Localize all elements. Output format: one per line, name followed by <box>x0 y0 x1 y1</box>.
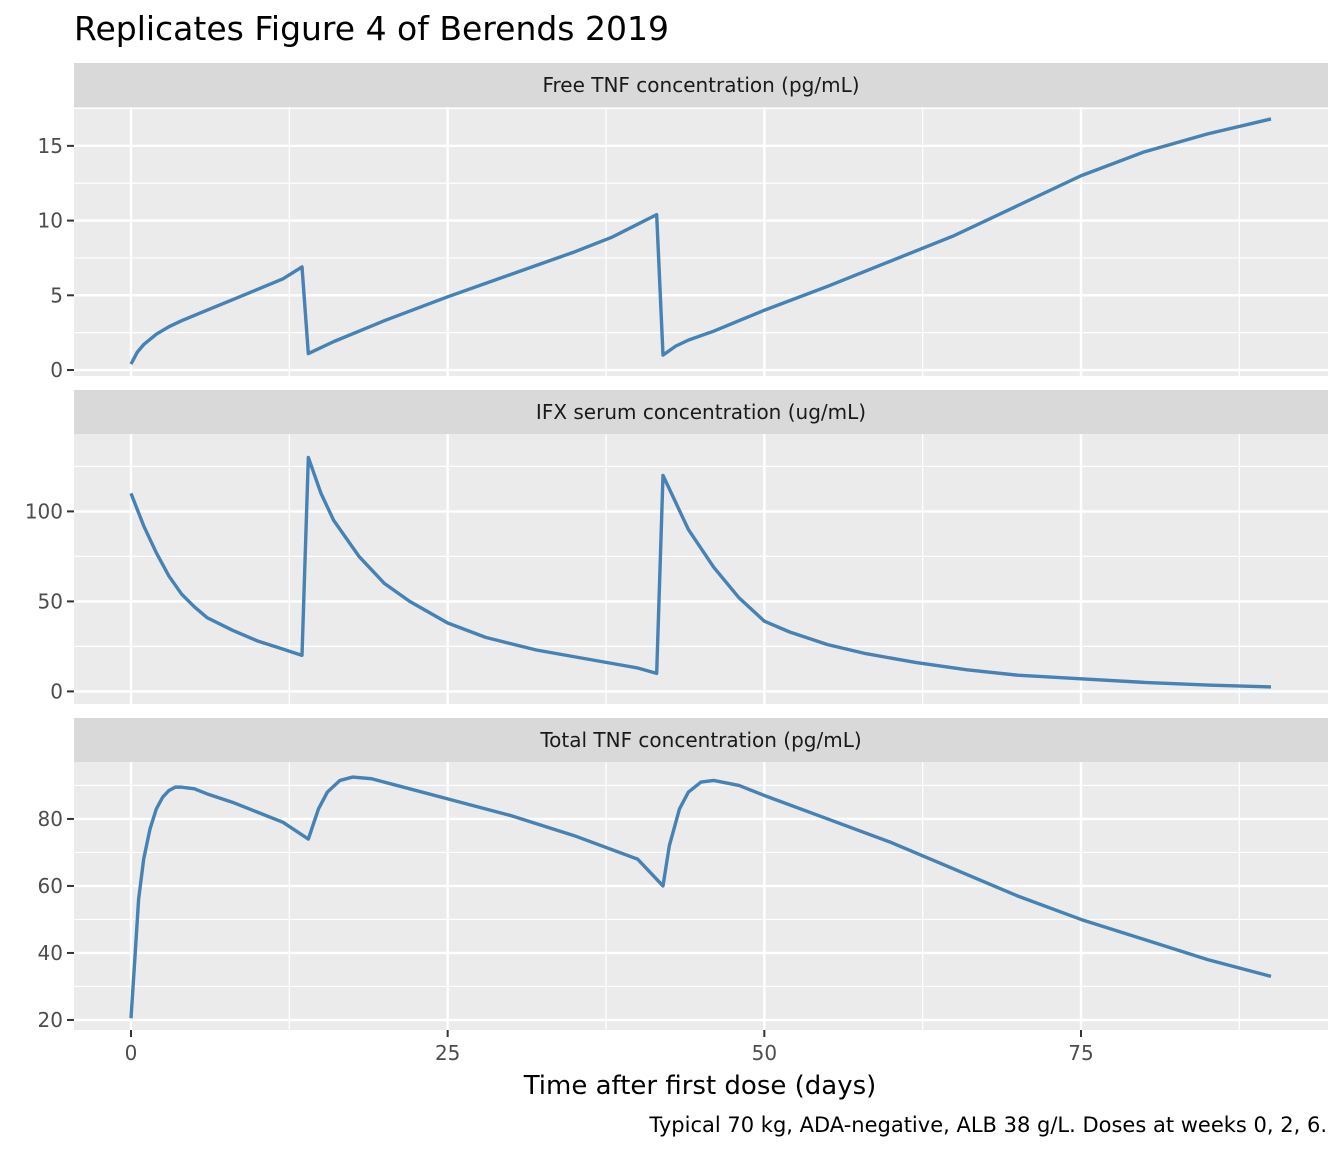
x-tick-label: 75 <box>1068 1041 1093 1065</box>
series-line <box>129 455 1272 689</box>
y-tick-label: 20 <box>38 1008 63 1032</box>
panel-background <box>74 762 1328 1030</box>
y-tick-label: 5 <box>50 283 63 307</box>
y-tick-label: 15 <box>38 134 63 158</box>
x-tick-label: 0 <box>125 1041 138 1065</box>
panel-strip <box>74 718 1328 762</box>
panel-strip <box>74 63 1328 107</box>
x-axis-label: Time after first dose (days) <box>523 1071 877 1101</box>
panel-strip-label: Total TNF concentration (pg/mL) <box>539 728 861 752</box>
panel-strip <box>74 390 1328 434</box>
series-line <box>129 117 1272 365</box>
panel-2: IFX serum concentration (ug/mL) 0 50 100 <box>25 390 1328 704</box>
panel-background <box>74 107 1328 376</box>
panel-strip-label: IFX serum concentration (ug/mL) <box>536 400 866 424</box>
series-line <box>129 775 1272 1019</box>
x-tick-label: 25 <box>435 1041 460 1065</box>
y-tick-label: 100 <box>25 499 63 523</box>
x-axis: 0 25 50 75 <box>125 1030 1094 1065</box>
panel-strip-label: Free TNF concentration (pg/mL) <box>542 73 859 97</box>
panels: Free TNF concentration (pg/mL) 0 5 10 15 IFX … <box>25 63 1328 1032</box>
y-tick-label: 0 <box>50 679 63 703</box>
chart-title: Replicates Figure 4 of Berends 2019 <box>74 9 669 48</box>
y-tick-label: 60 <box>38 874 63 898</box>
chart-caption: Typical 70 kg, ADA-negative, ALB 38 g/L.… <box>648 1113 1327 1137</box>
panel-3: Total TNF concentration (pg/mL) 20 40 60 80 <box>38 718 1328 1032</box>
y-tick-label: 10 <box>38 209 63 233</box>
x-tick-label: 50 <box>752 1041 777 1065</box>
panel-1: Free TNF concentration (pg/mL) 0 5 10 15 <box>38 63 1328 382</box>
y-tick-label: 80 <box>38 807 63 831</box>
panel-background <box>74 434 1328 704</box>
y-tick-label: 50 <box>38 589 63 613</box>
y-tick-label: 40 <box>38 941 63 965</box>
y-tick-label: 0 <box>50 358 63 382</box>
